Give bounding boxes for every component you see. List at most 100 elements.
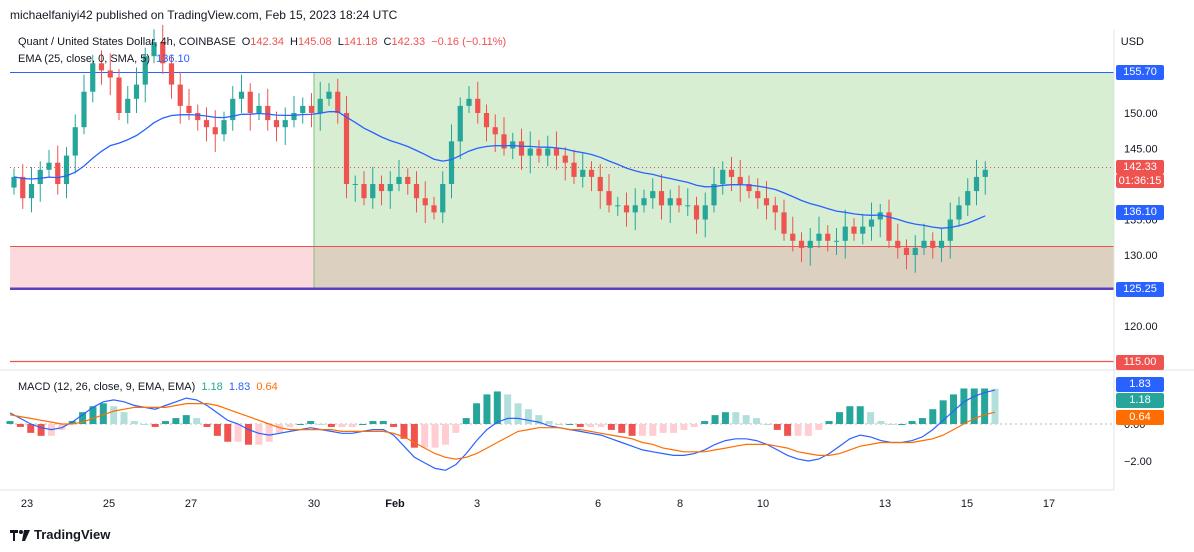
candle-body: [221, 120, 227, 135]
macd-legend[interactable]: MACD (12, 26, close, 9, EMA, EMA) 1.18 1…: [18, 381, 278, 393]
macd-histogram-bar: [566, 424, 574, 425]
ema-legend[interactable]: EMA (25, close, 0, SMA, 5) 136.10: [18, 53, 190, 65]
symbol-legend: Quant / United States Dollar, 4h, COINBA…: [18, 36, 506, 48]
macd-line-value: 1.83: [228, 381, 251, 393]
candle-body: [343, 113, 350, 184]
ema-line: [13, 110, 986, 229]
macd-histogram-bar: [815, 424, 823, 430]
macd-histogram-bar: [6, 421, 14, 424]
candle-body: [405, 176, 411, 184]
candle-body: [265, 105, 271, 121]
candle-body: [720, 169, 726, 184]
macd-histogram-bar: [452, 424, 460, 433]
candle-series: [11, 24, 988, 273]
candle-body: [860, 226, 866, 234]
macd-histogram-bar: [504, 394, 512, 424]
macd-histogram-bar: [607, 424, 615, 430]
macd-histogram-bar: [670, 424, 678, 433]
macd-histogram-bar: [545, 421, 553, 424]
macd-histogram-bar: [721, 412, 729, 424]
candle-body: [763, 198, 770, 206]
candle-body: [553, 148, 560, 156]
macd-histogram-bar: [856, 406, 864, 424]
macd-histogram-bar: [483, 394, 491, 424]
candle-body: [98, 63, 105, 71]
currency-label: USD: [1120, 36, 1144, 48]
macd-histogram-bar: [390, 424, 398, 427]
macd-histogram-bar: [701, 421, 709, 424]
badge-macd-signal: 0.64: [1116, 410, 1164, 425]
candle-body: [982, 169, 988, 177]
macd-histogram-bar: [649, 424, 657, 436]
macd-histogram-bar: [400, 424, 408, 439]
macd-histogram-bar: [286, 424, 294, 427]
macd-histogram-bar: [99, 403, 107, 424]
macd-tick: −2.00: [1124, 456, 1152, 468]
ema-value: 136.10: [156, 53, 190, 65]
badge-countdown: 01:36:15: [1116, 174, 1164, 188]
candle-body: [877, 212, 883, 220]
candle-body: [790, 233, 796, 241]
macd-histogram-bar: [369, 421, 377, 424]
macd-histogram-bar: [213, 424, 221, 436]
macd-pane: [6, 388, 1114, 471]
candle-body: [571, 162, 577, 177]
macd-histogram-bar: [638, 424, 646, 436]
candle-body: [273, 120, 280, 128]
low-value: 141.18: [343, 36, 378, 48]
candle-body: [160, 42, 166, 64]
symbol-title: Quant / United States Dollar, 4h, COINBA…: [18, 36, 236, 48]
macd-histogram-bar: [597, 424, 605, 427]
macd-histogram-bar: [898, 424, 906, 425]
candle-body: [807, 240, 813, 248]
publisher-line: michaelfaniyi42 published on TradingView…: [10, 8, 398, 22]
time-tick: 10: [757, 498, 769, 510]
macd-histogram-bar: [753, 418, 761, 424]
candle-body: [947, 219, 953, 241]
open-value: 142.34: [250, 36, 284, 48]
macd-histogram-bar: [37, 424, 45, 436]
candle-body: [798, 240, 805, 248]
time-tick: 25: [103, 498, 115, 510]
candle-body: [230, 98, 236, 121]
candle-body: [46, 162, 52, 170]
candle-body: [483, 113, 490, 128]
candle-body: [448, 141, 455, 184]
macd-histogram-bar: [16, 424, 24, 427]
candle-body: [728, 169, 735, 177]
open-label: O: [241, 36, 251, 48]
candle-body: [562, 155, 568, 163]
brand-footer[interactable]: TradingView: [10, 527, 110, 542]
candle-body: [125, 98, 131, 113]
macd-histogram-bar: [462, 418, 470, 424]
price-tick: 145.00: [1124, 144, 1158, 156]
candle-body: [702, 205, 708, 220]
candle-body: [833, 240, 840, 242]
candle-body: [597, 176, 603, 192]
macd-histogram-bar: [918, 418, 926, 424]
macd-hist-value: 1.18: [201, 381, 223, 393]
macd-histogram-bar: [804, 424, 812, 436]
badge-macd-hist: 1.18: [1116, 393, 1164, 408]
macd-histogram-bar: [276, 424, 284, 433]
macd-histogram-bar: [576, 424, 584, 427]
macd-histogram-bar: [556, 424, 564, 425]
macd-histogram-bar: [524, 409, 532, 424]
macd-histogram-bar: [421, 424, 429, 448]
candle-body: [387, 184, 393, 192]
candle-body: [650, 191, 656, 199]
macd-histogram-bar: [296, 424, 304, 425]
candle-body: [825, 233, 831, 241]
macd-histogram-bar: [618, 424, 626, 433]
candle-body: [746, 184, 752, 192]
macd-histogram-bar: [867, 412, 875, 424]
candle-body: [667, 198, 673, 206]
macd-histogram-bar: [141, 424, 149, 425]
macd-histogram-bar: [908, 421, 916, 424]
macd-histogram-bar: [58, 424, 66, 430]
candle-body: [781, 212, 787, 234]
macd-histogram-bar: [130, 421, 138, 424]
candle-body: [580, 169, 586, 177]
low-label: L: [337, 36, 344, 48]
